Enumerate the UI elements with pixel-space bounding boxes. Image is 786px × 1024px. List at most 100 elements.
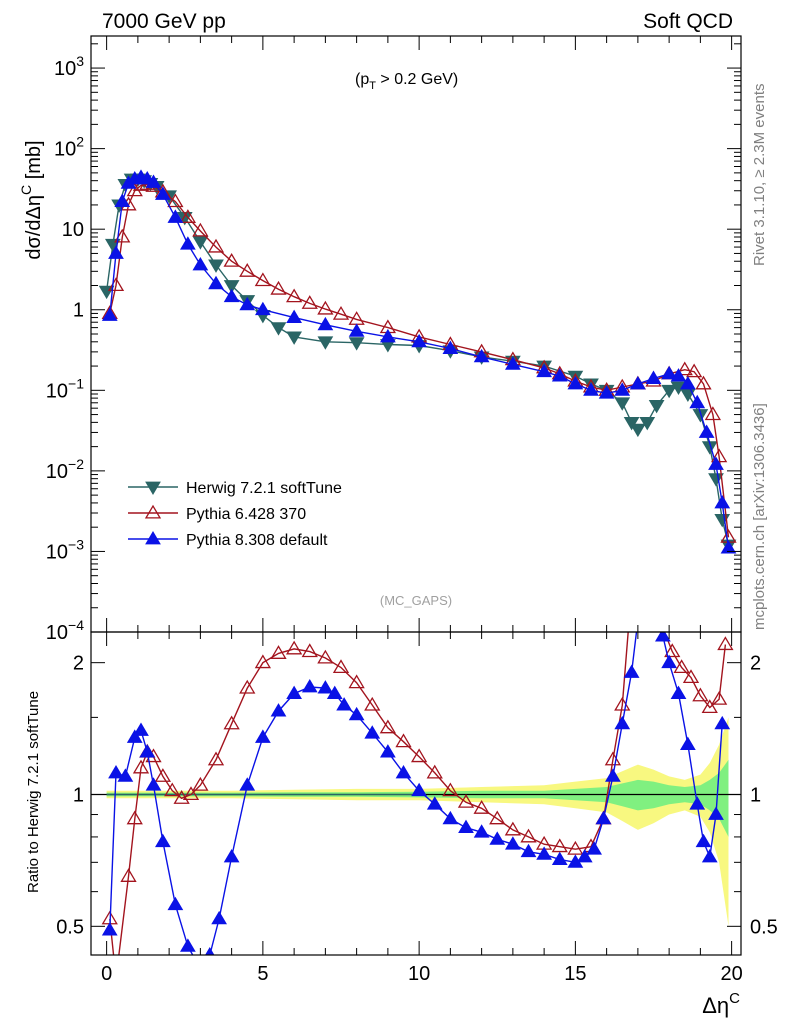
ratio-series-point-1 [126, 729, 143, 743]
main-series-point-2 [286, 309, 302, 323]
main-series-point-0 [692, 409, 709, 423]
ratio-frame [90, 631, 742, 956]
ratio-series-point-0 [473, 800, 490, 814]
ratio-series-point-1 [536, 846, 552, 860]
ratio-series-point-1 [211, 910, 227, 925]
main-series-point-1 [223, 252, 240, 267]
ratio-series-point-0 [223, 715, 240, 730]
ratio-series-point-0 [710, 690, 728, 705]
ratio-series-point-0 [489, 810, 506, 825]
main-series-point-2 [101, 307, 118, 321]
ratio-series-point-0 [239, 679, 256, 694]
rivet-label: Rivet 3.1.10, ≥ 2.3M events [751, 84, 768, 267]
ratio-series-point-0 [682, 669, 700, 684]
ratio-series-point-1 [301, 678, 318, 693]
ratio-series-point-1 [180, 938, 196, 952]
main-y-tick-label: 102 [54, 134, 84, 161]
legend-marker [145, 481, 161, 495]
main-series-point-1 [704, 406, 722, 421]
main-series-point-0 [223, 280, 240, 294]
main-series-layer [98, 169, 737, 554]
ratio-series-point-1 [614, 715, 631, 730]
ratio-y-tick-label-right: 1 [750, 784, 761, 806]
main-series-point-2 [108, 245, 124, 259]
ratio-series-point-1 [167, 896, 184, 911]
main-y-axis-label: dσ/dΔηC [mb] [18, 140, 45, 259]
ratio-series-point-0 [270, 645, 287, 659]
main-series-point-1 [285, 288, 303, 303]
ratio-series-point-1 [326, 685, 343, 699]
main-series-point-2 [698, 424, 715, 438]
ratio-series-point-1 [714, 715, 731, 730]
ratio-series-point-1 [489, 831, 506, 845]
ratio-series-point-0 [673, 659, 690, 674]
main-series-point-0 [286, 331, 302, 345]
legend: Herwig 7.2.1 softTune Pythia 6.428 370 Pyt… [128, 480, 342, 549]
main-series-point-2 [689, 394, 706, 409]
main-series-point-2 [720, 540, 737, 554]
main-series-point-1 [676, 361, 693, 376]
x-axis-label: ΔηC [702, 990, 740, 1018]
ratio-series-point-1 [223, 848, 240, 863]
legend-marker [144, 504, 162, 519]
ratio-x-tick-label: 10 [408, 963, 430, 985]
ratio-series-point-0 [442, 782, 459, 797]
ratio-series-point-0 [332, 659, 350, 674]
ratio-series-point-0 [301, 643, 318, 658]
ratio-series-point-1 [155, 833, 171, 848]
ratio-series-point-0 [182, 786, 200, 801]
ratio-band-inner [106, 759, 729, 837]
watermark: (MC_GAPS) [380, 593, 452, 608]
ratio-series-point-1 [605, 768, 621, 782]
main-y-tick-label: 10−4 [46, 617, 84, 644]
main-series-point-2 [645, 370, 662, 384]
ratio-series-point-1 [317, 680, 334, 694]
ratio-series-layer [101, 632, 734, 955]
ratio-series-point-1 [442, 810, 459, 825]
main-series-point-2 [680, 375, 696, 390]
ratio-series-line-1 [109, 632, 723, 955]
ratio-series-line-0 [109, 632, 727, 955]
main-series-point-2 [180, 236, 196, 250]
ratio-series-point-0 [164, 782, 181, 797]
axes-layer: 10−4 10−3 10−2 10−1 1 10 102 103 0 5 10 15 20 0.5 0.5 1… [46, 36, 778, 985]
main-series-point-1 [685, 363, 703, 378]
ratio-series-point-1 [708, 806, 724, 820]
ratio-series-point-0 [664, 643, 681, 658]
ratio-x-tick-label: 20 [721, 963, 743, 985]
ratio-x-tick-label: 5 [257, 963, 268, 985]
ratio-series-point-1 [411, 782, 427, 797]
ratio-band-outer [106, 717, 729, 927]
legend-entry: Pythia 8.308 default [186, 532, 328, 549]
ratio-series-point-0 [717, 636, 734, 651]
ratio-series-point-1 [205, 947, 215, 955]
main-series-point-2 [661, 365, 677, 380]
main-series-point-2 [630, 375, 646, 390]
main-series-point-2 [614, 382, 631, 396]
main-series-point-1 [710, 448, 728, 463]
main-y-tick-label: 10−3 [46, 536, 84, 563]
ratio-series-point-0 [126, 810, 143, 825]
ratio-series-point-0 [207, 751, 225, 766]
ratio-series-point-0 [364, 696, 381, 711]
ratio-series-point-0 [192, 776, 209, 791]
main-series-point-1 [179, 209, 197, 223]
main-series-point-0 [630, 423, 646, 438]
ratio-series-point-1 [576, 848, 593, 863]
main-series-point-0 [208, 259, 224, 273]
ratio-series-point-0 [254, 654, 272, 669]
ratio-series-point-1 [255, 729, 271, 743]
ratio-series-point-1 [689, 796, 706, 810]
main-series-point-2 [473, 348, 490, 363]
ratio-series-point-1 [520, 843, 537, 858]
ratio-series-point-0 [457, 793, 475, 808]
main-series-point-0 [623, 416, 640, 431]
ratio-series-point-1 [661, 654, 677, 669]
ratio-series-point-0 [154, 768, 172, 782]
main-series-point-2 [348, 323, 365, 337]
main-series-point-2 [536, 363, 552, 378]
main-series-point-1 [254, 272, 272, 287]
ratio-series-point-0 [317, 649, 334, 664]
ratio-series-point-1 [670, 685, 687, 699]
